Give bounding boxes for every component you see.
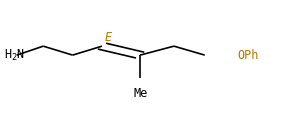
Text: Me: Me — [133, 87, 147, 101]
Text: E: E — [104, 31, 112, 44]
Text: OPh: OPh — [237, 49, 258, 62]
Text: H$_2$N: H$_2$N — [4, 48, 25, 63]
